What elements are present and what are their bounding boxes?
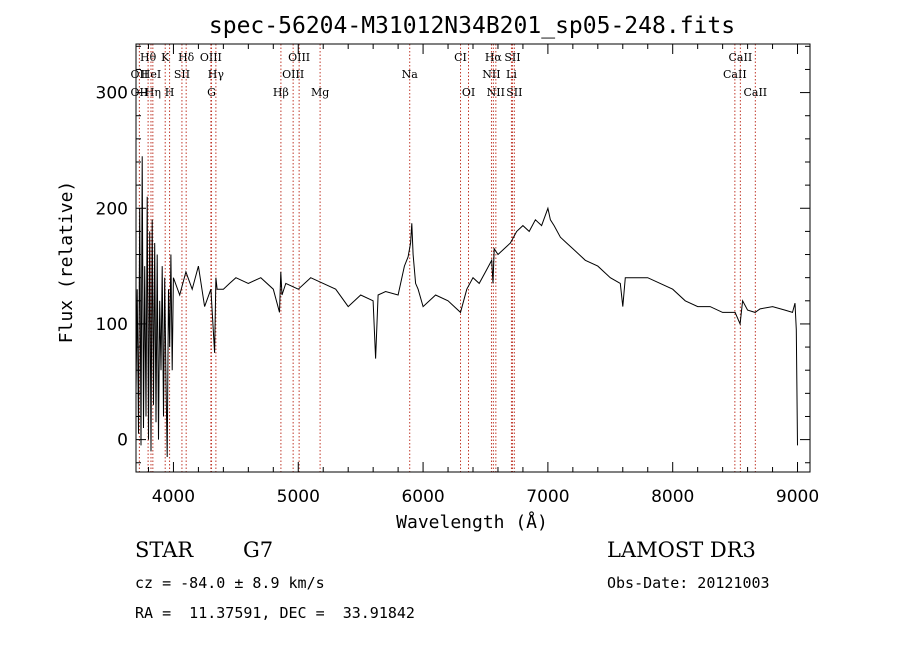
spectral-line-label: CaII: [723, 68, 747, 81]
spectral-line-label: SII: [174, 68, 190, 81]
y-tick-label: 100: [96, 315, 128, 335]
spectral-line-label: NII: [487, 86, 505, 99]
spectral-line-markers: [138, 44, 756, 472]
spectral-line-label: OI: [462, 86, 475, 99]
spectral-line-label: Hδ: [178, 51, 195, 64]
x-axis-label: Wavelength (Å): [396, 511, 548, 533]
spectrum-series-line: [135, 156, 798, 458]
spectral-line-label: SII: [506, 86, 522, 99]
spectral-line-label: HeI: [141, 68, 161, 81]
chart-title: spec-56204-M31012N34B201_sp05-248.fits: [209, 13, 735, 39]
x-tick-label: 6000: [401, 487, 444, 507]
spectral-line-label: NII: [482, 68, 500, 81]
spectral-line-label: OIII: [288, 51, 310, 64]
spectral-line-label: Hγ: [208, 68, 225, 81]
x-tick-label: 5000: [277, 487, 320, 507]
class-label: STAR: [135, 538, 194, 562]
obs-date-text: Obs-Date: 20121003: [607, 574, 770, 592]
redshift-text: cz = -84.0 ± 8.9 km/s: [135, 574, 325, 592]
spectral-line-label: OII: [131, 68, 149, 81]
spectral-line-label: G: [207, 86, 216, 99]
spectral-line-label: CaII: [729, 51, 753, 64]
survey-label: LAMOST DR3: [607, 538, 756, 562]
spectral-line-label: Hβ: [273, 86, 289, 99]
subclass-label: G7: [243, 538, 274, 562]
x-tick-label: 7000: [526, 487, 569, 507]
spectral-line-label: Mg: [311, 86, 329, 99]
spectral-line-label: K: [161, 51, 170, 64]
x-tick-label: 4000: [152, 487, 195, 507]
x-tick-label: 9000: [776, 487, 819, 507]
y-axis-label: Flux (relative): [56, 181, 77, 344]
spectral-line-label: Li: [506, 68, 517, 81]
spectral-line-label: CaII: [743, 86, 767, 99]
y-tick-label: 0: [117, 431, 128, 451]
x-tick-label: 8000: [651, 487, 694, 507]
spectral-line-label: SII: [504, 51, 520, 64]
axis-ticks: 4000 5000 6000 7000 8000 9000 0 100 200 300: [96, 44, 819, 507]
spectral-line-label: OIII: [282, 68, 304, 81]
spectral-line-label: Hα: [485, 51, 503, 64]
spectral-line-label: CI: [454, 51, 467, 64]
spectral-line-label: Hθ: [140, 51, 157, 64]
plot-frame: [135, 43, 811, 473]
y-tick-label: 200: [96, 199, 128, 219]
spectral-line-label: OIII: [200, 51, 222, 64]
spectral-line-label: Hη: [145, 86, 161, 99]
spectral-line-label: H: [165, 86, 175, 99]
y-tick-label: 300: [96, 84, 128, 104]
coordinates-text: RA = 11.37591, DEC = 33.91842: [135, 604, 415, 622]
spectral-line-label: Na: [402, 68, 419, 81]
